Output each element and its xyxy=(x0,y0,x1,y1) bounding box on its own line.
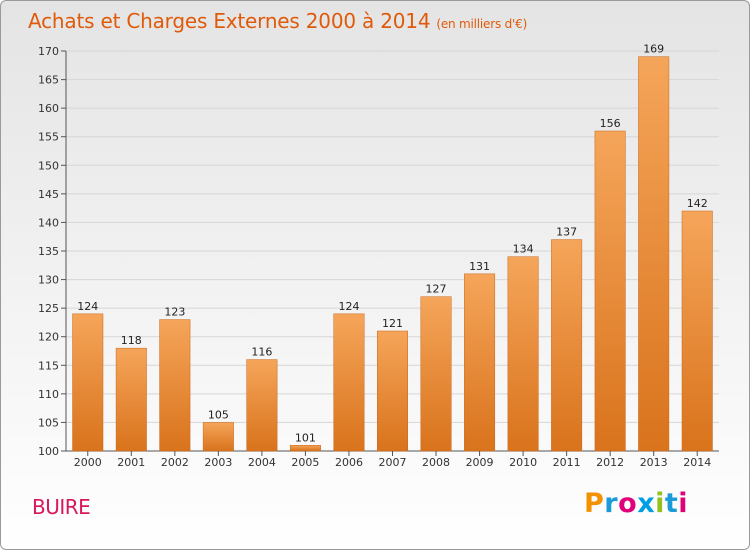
bar xyxy=(159,319,191,452)
data-label: 134 xyxy=(513,243,534,256)
data-label: 118 xyxy=(121,334,142,347)
y-tick-label: 110 xyxy=(38,388,59,401)
x-tick-label: 2004 xyxy=(248,456,276,469)
logo-letter: i xyxy=(678,488,689,519)
x-tick-label: 2001 xyxy=(117,456,145,469)
bar xyxy=(333,313,365,452)
y-tick-label: 130 xyxy=(38,274,59,287)
logo-letter: P xyxy=(584,488,605,519)
x-tick-label: 2012 xyxy=(596,456,624,469)
data-label: 105 xyxy=(208,408,229,421)
x-tick-label: 2007 xyxy=(379,456,407,469)
y-tick-label: 135 xyxy=(38,245,59,258)
data-label: 169 xyxy=(643,43,664,56)
data-label: 137 xyxy=(556,226,577,239)
bar xyxy=(551,239,583,452)
logo-letter: t xyxy=(664,488,679,519)
data-label: 124 xyxy=(77,300,98,313)
bar xyxy=(464,273,496,452)
y-tick-label: 155 xyxy=(38,131,59,144)
logo-letter: i xyxy=(655,488,665,519)
data-label: 123 xyxy=(164,306,185,319)
data-label: 127 xyxy=(426,283,447,296)
logo-letter: o xyxy=(618,488,638,519)
chart-unit: (en milliers d'€) xyxy=(436,17,528,31)
x-tick-label: 2006 xyxy=(335,456,363,469)
chart-title: Achats et Charges Externes 2000 à 2014 (e… xyxy=(28,9,527,33)
y-tick-label: 150 xyxy=(38,159,59,172)
bar xyxy=(202,422,234,452)
y-tick-label: 120 xyxy=(38,331,59,344)
y-tick-label: 115 xyxy=(38,359,59,372)
bar xyxy=(246,359,278,452)
data-label: 131 xyxy=(469,260,490,273)
bar xyxy=(115,347,147,452)
x-tick-label: 2003 xyxy=(204,456,232,469)
data-label: 142 xyxy=(687,197,708,210)
y-tick-label: 125 xyxy=(38,302,59,315)
bar xyxy=(638,56,670,452)
bar xyxy=(377,330,408,452)
y-tick-label: 145 xyxy=(38,188,59,201)
logo-letter: r xyxy=(604,488,619,519)
y-tick-label: 165 xyxy=(38,74,59,87)
y-tick-label: 170 xyxy=(38,45,59,58)
data-label: 116 xyxy=(251,346,272,359)
x-tick-label: 2000 xyxy=(74,456,102,469)
bar xyxy=(289,445,321,452)
x-tick-label: 2014 xyxy=(683,456,711,469)
x-tick-label: 2009 xyxy=(466,456,494,469)
bar xyxy=(72,313,104,452)
y-tick-label: 105 xyxy=(38,416,59,429)
y-tick-label: 160 xyxy=(38,102,59,115)
chart-title-text: Achats et Charges Externes 2000 à 2014 xyxy=(28,9,431,33)
y-tick-label: 140 xyxy=(38,216,59,229)
x-tick-label: 2002 xyxy=(161,456,189,469)
bar xyxy=(507,256,539,452)
x-tick-label: 2005 xyxy=(291,456,319,469)
y-tick-label: 100 xyxy=(38,445,59,458)
x-tick-label: 2010 xyxy=(509,456,537,469)
x-tick-label: 2011 xyxy=(553,456,581,469)
x-tick-label: 2013 xyxy=(640,456,668,469)
proxiti-logo: Proxiti xyxy=(584,488,688,519)
bar xyxy=(681,210,713,452)
bar xyxy=(594,130,626,452)
data-label: 101 xyxy=(295,431,316,444)
x-tick-label: 2008 xyxy=(422,456,450,469)
data-label: 156 xyxy=(600,117,621,130)
data-label: 121 xyxy=(382,317,403,330)
bar xyxy=(420,296,452,452)
commune-name: BUIRE xyxy=(32,495,91,519)
logo-letter: x xyxy=(637,488,656,519)
data-label: 124 xyxy=(338,300,359,313)
